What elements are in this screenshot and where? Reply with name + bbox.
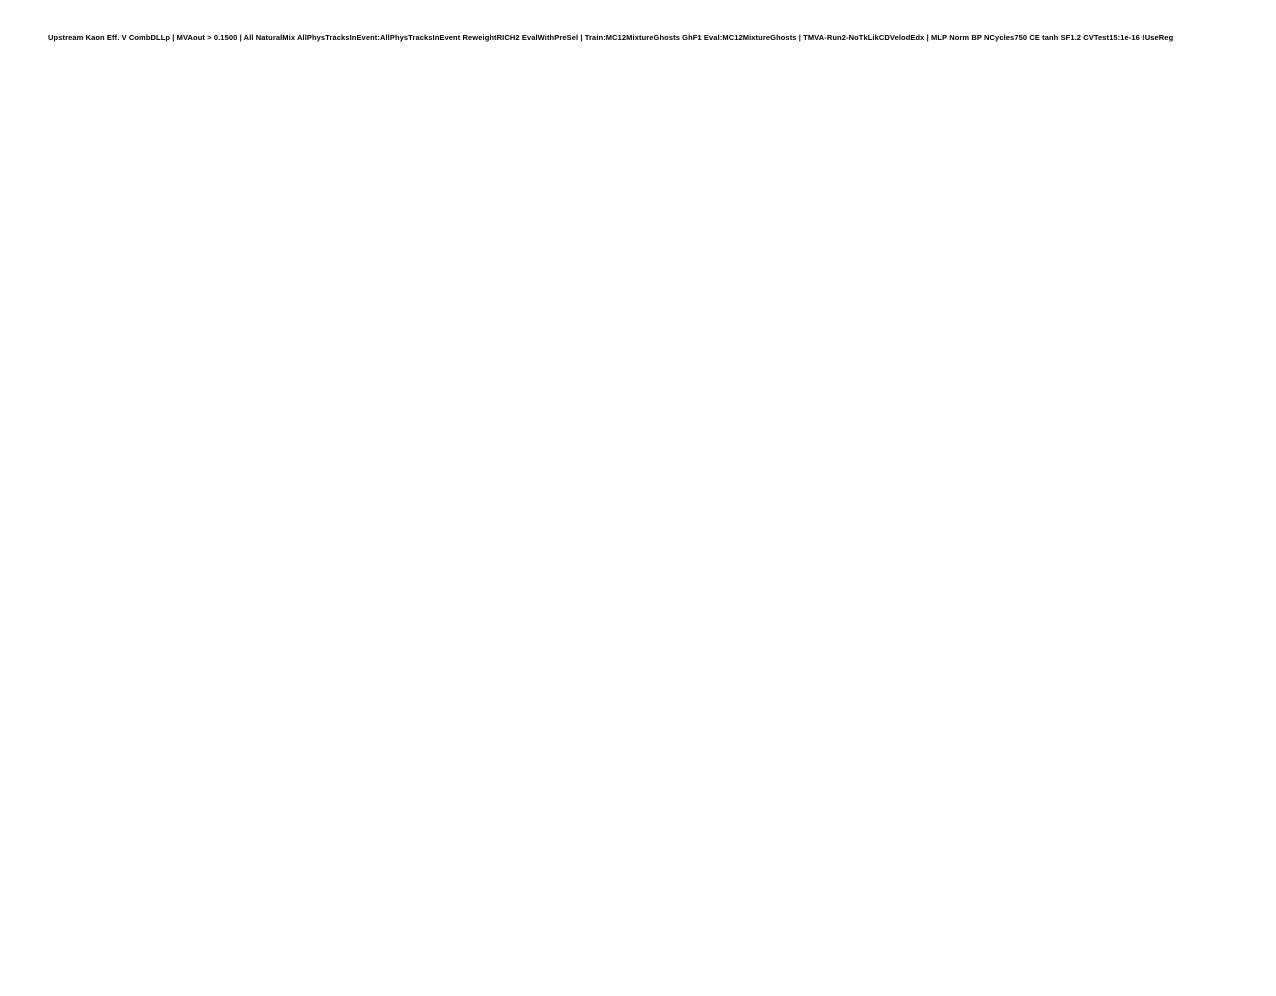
plot-title: Upstream Kaon Eff. V CombDLLp | MVAout >… xyxy=(48,33,1174,42)
